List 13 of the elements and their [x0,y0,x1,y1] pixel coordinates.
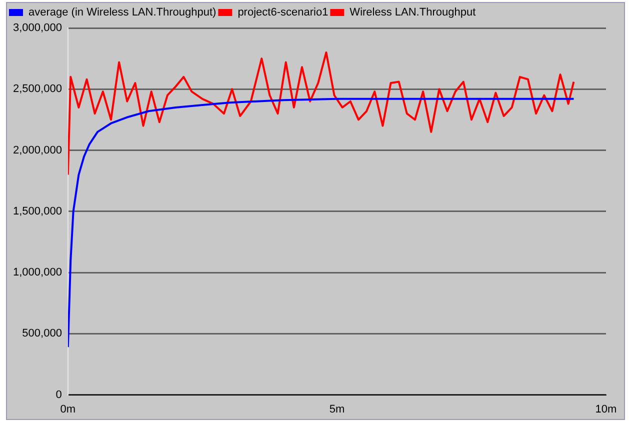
x-tick-label: 5m [329,403,345,416]
legend-label: average (in Wireless LAN.Throughput) [28,6,216,19]
x-tick-label: 10m [595,403,617,416]
x-tick-label: 0m [60,403,76,416]
legend-label: Wireless LAN.Throughput [350,6,476,19]
y-tick-label: 1,000,000 [13,266,62,279]
y-tick-label: 2,000,000 [13,144,62,156]
y-tick-label: 1,500,000 [13,205,62,218]
y-tick-label: 3,000,000 [13,22,62,34]
y-tick-label: 500,000 [22,328,62,340]
legend-title: project6-scenario1 [238,6,328,19]
y-tick-label: 0 [56,388,62,401]
y-tick-label: 2,500,000 [13,83,62,96]
